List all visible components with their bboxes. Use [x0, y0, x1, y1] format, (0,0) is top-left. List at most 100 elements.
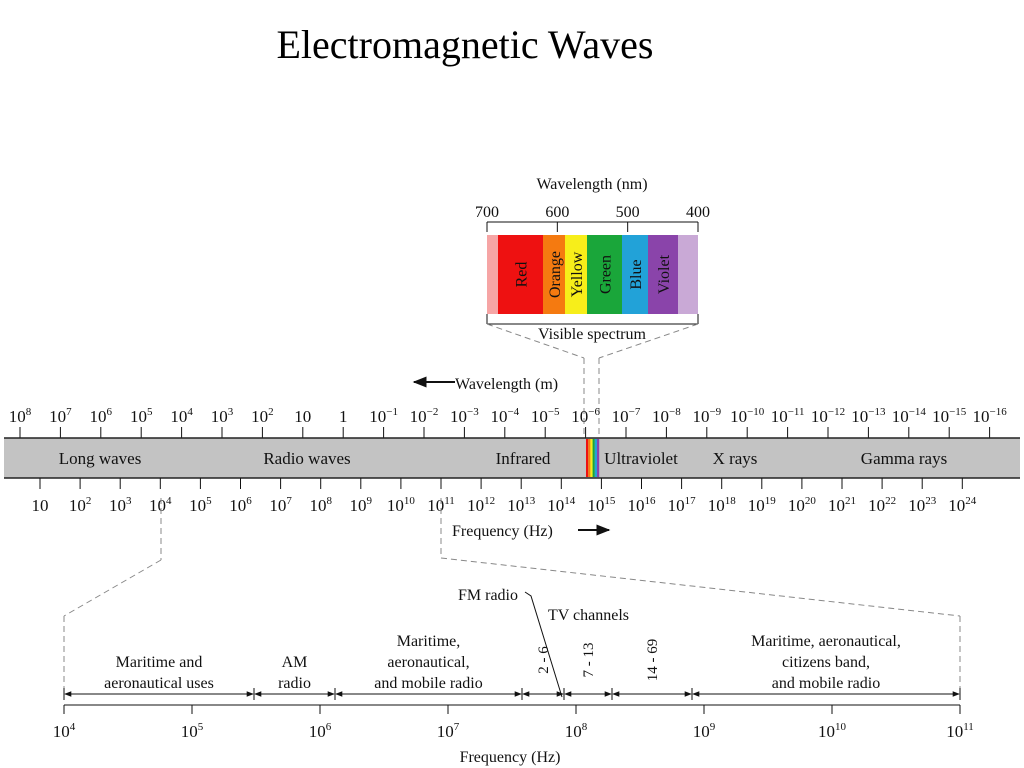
radio-tick-label: 108 [565, 721, 588, 741]
visible-band-edge [678, 235, 698, 314]
page-title: Electromagnetic Waves [277, 22, 654, 67]
tv-channel-range: 7 - 13 [581, 643, 597, 678]
radio-tick-label: 1011 [946, 721, 974, 741]
wavelength-tick-label: 105 [130, 406, 153, 426]
visible-stripe-orange [588, 439, 591, 477]
main-spectrum: Wavelength (m) 108 107 106 105 104 103 102 10 1 1… [4, 376, 1020, 540]
frequency-tick-label: 1017 [668, 495, 697, 515]
spectrum-regions: Long waves Radio waves Infrared Ultraviolet… [59, 449, 948, 468]
radio-band-label: radio [278, 675, 311, 692]
radio-band-dividers [63, 688, 961, 700]
frequency-tick-label: 1015 [587, 495, 616, 515]
wavelength-tick-label: 10−9 [692, 406, 721, 426]
visible-band-label: Blue [628, 259, 645, 289]
frequency-tick-label: 10 [32, 496, 49, 515]
visible-band-violet [648, 235, 678, 314]
frequency-tick-label: 1021 [828, 495, 856, 515]
visible-stripe-blue [594, 439, 597, 477]
visible-stripe-red [586, 439, 589, 477]
visible-band-label: Red [514, 262, 531, 288]
visible-tick-label: 600 [545, 204, 569, 221]
wavelength-tick-label: 10−3 [450, 406, 479, 426]
wavelength-tick-label: 10−8 [652, 406, 681, 426]
wavelength-tick-label: 106 [90, 406, 113, 426]
wavelength-tick-label: 10−5 [531, 406, 560, 426]
frequency-tick-label: 106 [229, 495, 252, 515]
radio-detail: FM radio TV channels Maritime and aeronau… [53, 587, 974, 766]
frequency-tick-label: 1014 [547, 495, 576, 515]
tv-channel-range: 14 - 69 [645, 639, 661, 682]
region-label: Gamma rays [861, 449, 947, 468]
visible-band-label: Yellow [569, 251, 586, 297]
visible-band-green [587, 235, 622, 314]
region-label: Radio waves [263, 449, 350, 468]
wavelength-tick-label: 10−15 [932, 406, 967, 426]
region-label: Infrared [496, 449, 551, 468]
wavelength-tick-label: 10−7 [612, 406, 641, 426]
frequency-tick-label: 109 [350, 495, 373, 515]
visible-band-yellow [565, 235, 587, 314]
visible-caption: Visible spectrum [538, 326, 646, 343]
region-label: X rays [713, 449, 758, 468]
region-label: Ultraviolet [604, 449, 678, 468]
frequency-tick-label: 1013 [507, 495, 536, 515]
radio-bands: Maritime and aeronautical uses AM radio Mari… [64, 633, 960, 697]
wavelength-tick-label: 107 [49, 406, 72, 426]
tv-channel-range: 2 - 6 [536, 646, 552, 674]
visible-band-red [498, 235, 543, 314]
frequency-tick-label: 1023 [908, 495, 937, 515]
wavelength-tick-label: 10−10 [730, 406, 765, 426]
visible-spectrum-inset: Wavelength (nm) 700 600 500 400 Red Orange Ye… [475, 176, 710, 438]
visible-band-orange [543, 235, 565, 314]
frequency-tick-label: 1016 [628, 495, 657, 515]
radio-tick-label: 104 [53, 721, 76, 741]
visible-bands: Red Orange Yellow Green Blue Violet [487, 235, 698, 314]
radio-band-label: and mobile radio [374, 675, 482, 692]
wavelength-tick-label: 10−16 [972, 406, 1007, 426]
frequency-tick-label: 1012 [467, 495, 495, 515]
frequency-label: Frequency (Hz) [452, 523, 553, 540]
visible-band-label: Violet [656, 254, 673, 294]
visible-stripe-green [592, 439, 595, 477]
wavelength-tick-label: 104 [170, 406, 193, 426]
radio-band-label: AM [282, 654, 308, 671]
wavelength-tick-label: 10−1 [369, 406, 398, 426]
radio-band-label: and mobile radio [772, 675, 880, 692]
frequency-tick-label: 103 [109, 495, 132, 515]
radio-tick-label: 109 [693, 721, 716, 741]
spectrum-band [4, 438, 1020, 478]
visible-stripe-yellow [590, 439, 593, 477]
wavelength-tick-label: 10−4 [490, 406, 519, 426]
frequency-tick-label: 107 [269, 495, 292, 515]
wavelength-tick-label: 10−2 [410, 406, 439, 426]
frequency-ticks: 10 102 103 104 105 106 107 108 109 1010 1011 1012 10… [32, 478, 977, 515]
radio-zoom-connectors [63, 498, 961, 698]
frequency-tick-label: 104 [149, 495, 172, 515]
wavelength-tick-label: 10 [294, 407, 311, 426]
radio-band-label: aeronautical uses [104, 675, 214, 692]
wavelength-label: Wavelength (m) [455, 376, 558, 393]
radio-band-label: Maritime and [116, 654, 203, 671]
wavelength-tick-label: 10−11 [771, 406, 805, 426]
wavelength-tick-label: 108 [9, 406, 32, 426]
visible-tick-label: 500 [616, 204, 640, 221]
wavelength-tick-label: 10−14 [892, 406, 927, 426]
visible-band-edge [487, 235, 498, 314]
frequency-tick-label: 1011 [427, 495, 455, 515]
frequency-tick-label: 1020 [788, 495, 817, 515]
visible-tick-label: 700 [475, 204, 499, 221]
radio-tick-label: 1010 [818, 721, 847, 741]
visible-tick-label: 400 [686, 204, 710, 221]
wavelength-tick-label: 10−6 [571, 406, 600, 426]
wavelength-tick-label: 10−12 [811, 406, 845, 426]
frequency-tick-label: 1024 [948, 495, 977, 515]
frequency-tick-label: 108 [309, 495, 332, 515]
tv-channels-label: TV channels [548, 607, 629, 624]
visible-ticks: 700 600 500 400 [475, 204, 710, 232]
wavelength-tick-label: 102 [251, 406, 274, 426]
wavelength-ticks: 108 107 106 105 104 103 102 10 1 10−1 10−2 10−3 10−4… [9, 406, 1007, 438]
frequency-tick-label: 1019 [748, 495, 777, 515]
radio-frequency-ticks: 104 105 106 107 108 109 1010 1011 [53, 705, 974, 741]
visible-band-label: Green [598, 255, 615, 294]
